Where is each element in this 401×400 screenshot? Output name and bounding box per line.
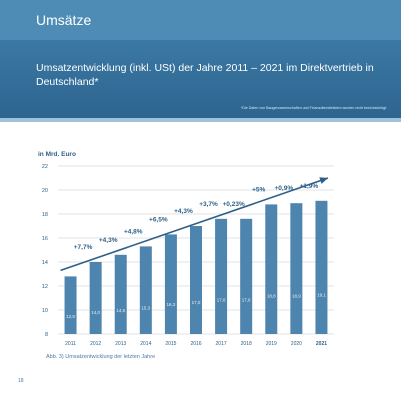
figure-caption: Abb. 3) Umsatzentwicklung der letzten Ja… <box>46 354 156 360</box>
footnote: *Die Daten von Baugenossenschaften und F… <box>240 106 387 110</box>
trend-arrow-line <box>60 177 329 272</box>
y-tick-label: 10 <box>42 308 48 314</box>
bar <box>139 246 152 334</box>
trend-arrowhead <box>319 177 328 184</box>
bar-value-label: 16,3 <box>167 302 176 307</box>
bar <box>114 254 127 334</box>
y-tick-label: 16 <box>42 236 48 242</box>
x-tick-label: 2016 <box>190 341 201 347</box>
y-tick-label: 14 <box>42 260 48 266</box>
bar-value-label: 14,6 <box>116 308 125 313</box>
x-tick-label: 2015 <box>165 341 176 347</box>
bar-value-label: 17,0 <box>192 300 201 305</box>
x-tick-label: 2020 <box>291 341 302 347</box>
bar-value-label: 19,1 <box>317 293 326 298</box>
growth-label: +1,9% <box>300 183 319 190</box>
headline-band: Umsatzentwicklung (inkl. USt) der Jahre … <box>0 40 401 118</box>
growth-label: +4,8% <box>124 228 143 235</box>
chart-headline: Umsatzentwicklung (inkl. USt) der Jahre … <box>36 62 374 88</box>
growth-label: +4,3% <box>99 237 118 244</box>
y-tick-label: 20 <box>42 188 48 194</box>
y-axis-label: in Mrd. Euro <box>38 151 76 158</box>
bar <box>265 204 278 334</box>
growth-label: +0,9% <box>275 185 294 192</box>
bar-value-label: 14,0 <box>91 310 100 315</box>
growth-label: +6,5% <box>149 216 168 223</box>
bar-value-label: 18,8 <box>267 294 276 299</box>
y-tick-label: 18 <box>42 212 48 218</box>
growth-label: +0,23% <box>223 201 245 208</box>
revenue-bar-chart: in Mrd. Euro 8 10 12 14 16 18 20 22 12,8 2011 14,… <box>38 151 334 347</box>
x-tick-label: 2011 <box>65 341 76 347</box>
bar <box>290 203 303 334</box>
bar <box>190 226 202 334</box>
divider <box>0 118 401 122</box>
bar-value-label: 12,8 <box>66 314 75 319</box>
section-band: Umsätze <box>0 0 401 40</box>
page-number: 18 <box>18 378 24 384</box>
bar <box>64 276 77 334</box>
x-tick-label: 2014 <box>140 341 151 347</box>
x-tick-label: 2012 <box>90 341 101 347</box>
x-tick-label: 2019 <box>266 341 277 347</box>
y-tick-label: 8 <box>45 332 48 338</box>
bar <box>240 218 253 334</box>
bar <box>89 262 102 334</box>
growth-label: +3,7% <box>199 201 218 208</box>
x-tick-label: 2013 <box>115 341 126 347</box>
bar-value-label: 18,9 <box>292 293 301 298</box>
y-tick-label: 12 <box>42 284 48 290</box>
y-tick-label: 22 <box>42 164 48 170</box>
bar <box>315 200 328 334</box>
bar-value-label: 15,3 <box>141 305 150 310</box>
x-tick-label: 2017 <box>216 341 227 347</box>
growth-label: +4,3% <box>174 208 193 215</box>
x-tick-label: 2018 <box>241 341 252 347</box>
x-tick-label: 2021 <box>316 341 327 347</box>
growth-label: +5% <box>252 186 265 193</box>
growth-label: +7,7% <box>74 244 93 251</box>
bar-value-label: 17,6 <box>242 298 251 303</box>
section-title: Umsätze <box>36 12 92 28</box>
bar <box>164 234 177 334</box>
bar-value-label: 17,6 <box>217 298 226 303</box>
bar <box>215 218 228 334</box>
